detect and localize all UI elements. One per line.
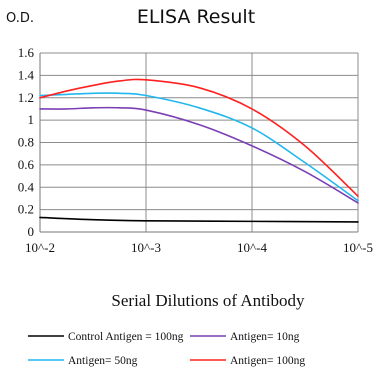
x-tick-label: 10^-5: [343, 240, 373, 255]
legend-label: Antigen= 100ng: [230, 355, 305, 367]
y-tick-label: 1.4: [18, 67, 35, 82]
legend-label: Control Antigen = 100ng: [68, 331, 184, 343]
y-tick-labels: 0 0.2 0.4 0.6 0.8 1 1.2 1.4 1.6: [18, 45, 35, 239]
series-line: [39, 78, 359, 197]
axes: [39, 53, 358, 233]
y-tick-label: 0.4: [18, 179, 35, 194]
y-tick-label: 0.6: [18, 157, 35, 172]
x-tick-label: 10^-3: [131, 240, 161, 255]
grid: [40, 52, 359, 232]
legend-label: Antigen= 10ng: [230, 331, 300, 343]
y-axis-label: O.D.: [6, 11, 34, 26]
legend-label: Antigen= 50ng: [68, 355, 138, 367]
x-axis-label: Serial Dilutions of Antibody: [111, 291, 305, 310]
series-lines: [39, 78, 359, 223]
y-tick-label: 1.2: [18, 90, 34, 105]
y-tick-label: 0.8: [18, 135, 34, 150]
x-tick-label: 10^-4: [237, 240, 267, 255]
series-line: [39, 216, 359, 223]
series-line: [39, 92, 359, 202]
y-tick-label: 1: [28, 112, 35, 127]
x-tick-labels: 10^-2 10^-3 10^-4 10^-5: [25, 240, 373, 255]
series-line: [39, 106, 359, 204]
y-tick-label: 0.2: [18, 202, 34, 217]
y-tick-label: 0: [28, 224, 35, 239]
y-tick-label: 1.6: [18, 45, 35, 60]
x-tick-label: 10^-2: [25, 240, 55, 255]
legend: Control Antigen = 100ng Antigen= 10ng Anti…: [28, 331, 305, 367]
chart-title: ELISA Result: [137, 6, 255, 28]
